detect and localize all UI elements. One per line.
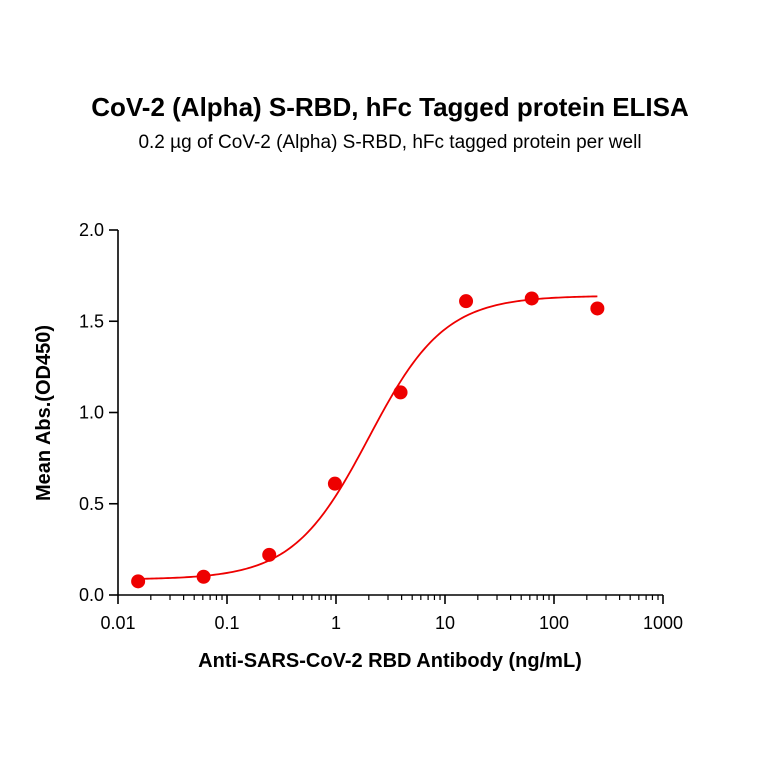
- chart-title: CoV-2 (Alpha) S-RBD, hFc Tagged protein …: [91, 92, 689, 122]
- y-tick-label: 0.5: [79, 494, 104, 514]
- data-point: [131, 574, 146, 589]
- data-point: [393, 385, 408, 400]
- y-tick-label: 1.5: [79, 311, 104, 331]
- data-point: [459, 294, 474, 309]
- axes: [117, 230, 663, 596]
- y-tick-label: 1.0: [79, 403, 104, 423]
- data-point: [262, 547, 277, 562]
- chart-subtitle: 0.2 µg of CoV-2 (Alpha) S-RBD, hFc tagge…: [138, 132, 641, 153]
- x-tick-label: 1: [331, 613, 341, 633]
- fit-curve: [138, 295, 598, 580]
- y-tick-label: 2.0: [79, 220, 104, 240]
- x-tick-label: 0.1: [214, 613, 239, 633]
- data-point: [524, 291, 539, 306]
- x-tick-label: 100: [539, 613, 569, 633]
- x-tick-label: 0.01: [100, 613, 135, 633]
- data-point: [590, 301, 605, 316]
- y-axis-ticks: 0.0 0.5 1.0 1.5 2.0: [79, 220, 118, 605]
- data-points: [131, 291, 605, 589]
- x-axis-label: Anti-SARS-CoV-2 RBD Antibody (ng/mL): [198, 650, 582, 672]
- y-tick-label: 0.0: [79, 585, 104, 605]
- x-axis-ticks: 0.01 0.1 1 10 100 1000: [100, 595, 683, 633]
- data-point: [327, 476, 342, 491]
- x-tick-label: 1000: [643, 613, 683, 633]
- data-point: [196, 569, 211, 584]
- x-tick-label: 10: [435, 613, 455, 633]
- y-axis-label: Mean Abs.(OD450): [33, 325, 55, 501]
